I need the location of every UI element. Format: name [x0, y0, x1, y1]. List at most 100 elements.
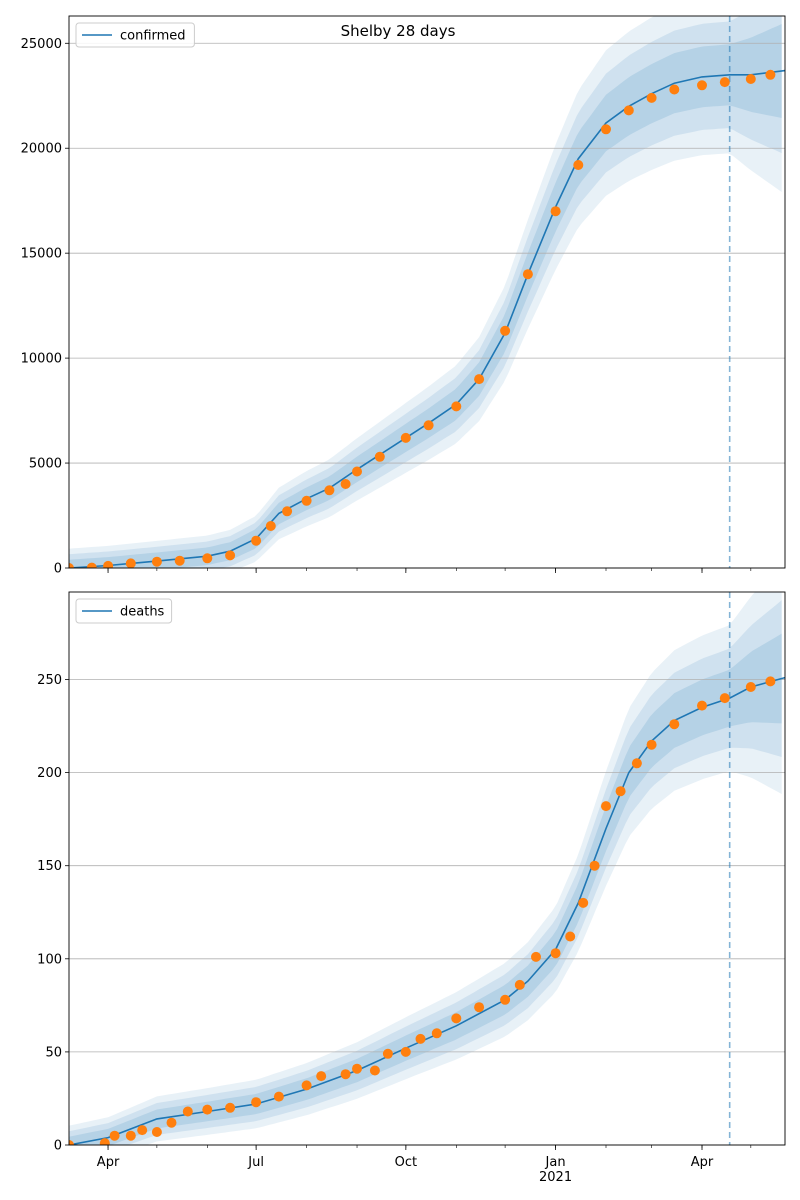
- legend: confirmed: [75, 22, 195, 48]
- y-tick-label: 0: [54, 562, 62, 577]
- uncertainty-band-2: [69, 600, 782, 1145]
- observed-point: [400, 1046, 411, 1057]
- x-tick-label: Jan: [545, 1155, 566, 1170]
- axes-frame: [68, 591, 786, 1146]
- observed-point: [451, 1013, 462, 1024]
- uncertainty-band-2: [69, 16, 782, 568]
- observed-point: [646, 92, 657, 103]
- uncertainty-bands: [69, 592, 782, 1145]
- observed-point: [550, 206, 561, 217]
- observed-point: [500, 325, 511, 336]
- observed-point: [352, 1063, 362, 1074]
- y-tick-label: 250: [37, 673, 62, 688]
- observed-point: [137, 1125, 148, 1136]
- confirmed-panel: 0 5000 10000 15000 20000 25000 confirmed: [21, 15, 786, 577]
- observed-point: [340, 479, 351, 489]
- observed-point: [573, 160, 584, 170]
- observed-point: [431, 1028, 442, 1039]
- uncertainty-band-1: [69, 592, 782, 1145]
- observed-point: [251, 535, 262, 546]
- uncertainty-band-3: [69, 24, 782, 568]
- observed-point: [474, 1002, 485, 1013]
- observed-point: [69, 563, 74, 568]
- uncertainty-bands: [69, 16, 782, 568]
- observed-point: [251, 1097, 262, 1108]
- legend-label: confirmed: [120, 29, 186, 44]
- observed-point: [324, 485, 335, 496]
- observed-point: [697, 700, 707, 711]
- model-line: [69, 676, 785, 1145]
- observed-point: [719, 77, 730, 88]
- observed-point: [415, 1033, 426, 1044]
- observed-point: [225, 550, 236, 561]
- observed-point: [340, 1069, 351, 1080]
- legend-box: [75, 22, 195, 48]
- x-tick-label: Apr: [691, 1155, 714, 1170]
- y-tick-label: 0: [54, 1139, 62, 1154]
- observed-point: [182, 1106, 193, 1117]
- observed-points: [69, 676, 776, 1145]
- x-tick-year-label: 2021: [539, 1170, 572, 1185]
- observed-point: [697, 80, 707, 91]
- observed-point: [86, 562, 97, 568]
- observed-point: [589, 860, 600, 871]
- observed-point: [99, 1138, 110, 1145]
- observed-point: [745, 682, 756, 692]
- observed-point: [382, 1048, 393, 1059]
- observed-point: [316, 1071, 327, 1082]
- x-tick-label: Oct: [395, 1155, 417, 1170]
- observed-point: [745, 74, 756, 84]
- observed-point: [202, 1104, 213, 1115]
- y-tick-label: 150: [37, 859, 62, 874]
- observed-point: [514, 979, 525, 990]
- legend-box: [75, 598, 173, 624]
- y-tick-label: 5000: [29, 457, 62, 472]
- observed-point: [125, 558, 136, 568]
- uncertainty-band-1: [69, 16, 782, 568]
- y-tick-label: 15000: [21, 247, 62, 262]
- observed-point: [151, 1127, 162, 1137]
- observed-point: [765, 69, 776, 80]
- x-tick-label: Jul: [247, 1155, 264, 1170]
- legend: deaths: [75, 598, 173, 624]
- observed-point: [166, 1117, 177, 1128]
- observed-point: [669, 719, 680, 730]
- observed-point: [669, 84, 680, 95]
- observed-point: [273, 1091, 284, 1102]
- observed-point: [719, 693, 730, 704]
- observed-point: [765, 676, 776, 687]
- figure-title: Shelby 28 days: [341, 22, 456, 40]
- legend-label: deaths: [120, 605, 165, 620]
- observed-point: [265, 521, 276, 531]
- observed-point: [282, 506, 293, 517]
- observed-point: [202, 553, 213, 564]
- y-tick-label: 100: [37, 952, 62, 967]
- observed-point: [69, 1140, 74, 1145]
- y-tick-label: 50: [45, 1045, 62, 1060]
- observed-point: [522, 269, 533, 280]
- observed-point: [500, 994, 511, 1005]
- observed-point: [400, 432, 411, 443]
- y-tick-label: 20000: [21, 142, 62, 157]
- observed-point: [103, 560, 114, 568]
- y-tick-label: 200: [37, 766, 62, 781]
- observed-point: [125, 1130, 136, 1141]
- observed-point: [301, 1080, 312, 1091]
- observed-point: [369, 1065, 380, 1076]
- observed-point: [474, 374, 485, 385]
- observed-point: [451, 401, 462, 412]
- uncertainty-band-3: [69, 633, 782, 1145]
- observed-point: [174, 555, 185, 566]
- observed-point: [578, 897, 589, 908]
- y-tick-label: 10000: [21, 352, 62, 367]
- observed-point: [601, 124, 611, 135]
- observed-point: [225, 1102, 236, 1113]
- observed-point: [374, 451, 385, 462]
- observed-point: [352, 466, 362, 477]
- observed-point: [615, 786, 626, 797]
- observed-point: [623, 105, 634, 116]
- axes-frame: [68, 15, 786, 569]
- y-tick-label: 25000: [21, 37, 62, 52]
